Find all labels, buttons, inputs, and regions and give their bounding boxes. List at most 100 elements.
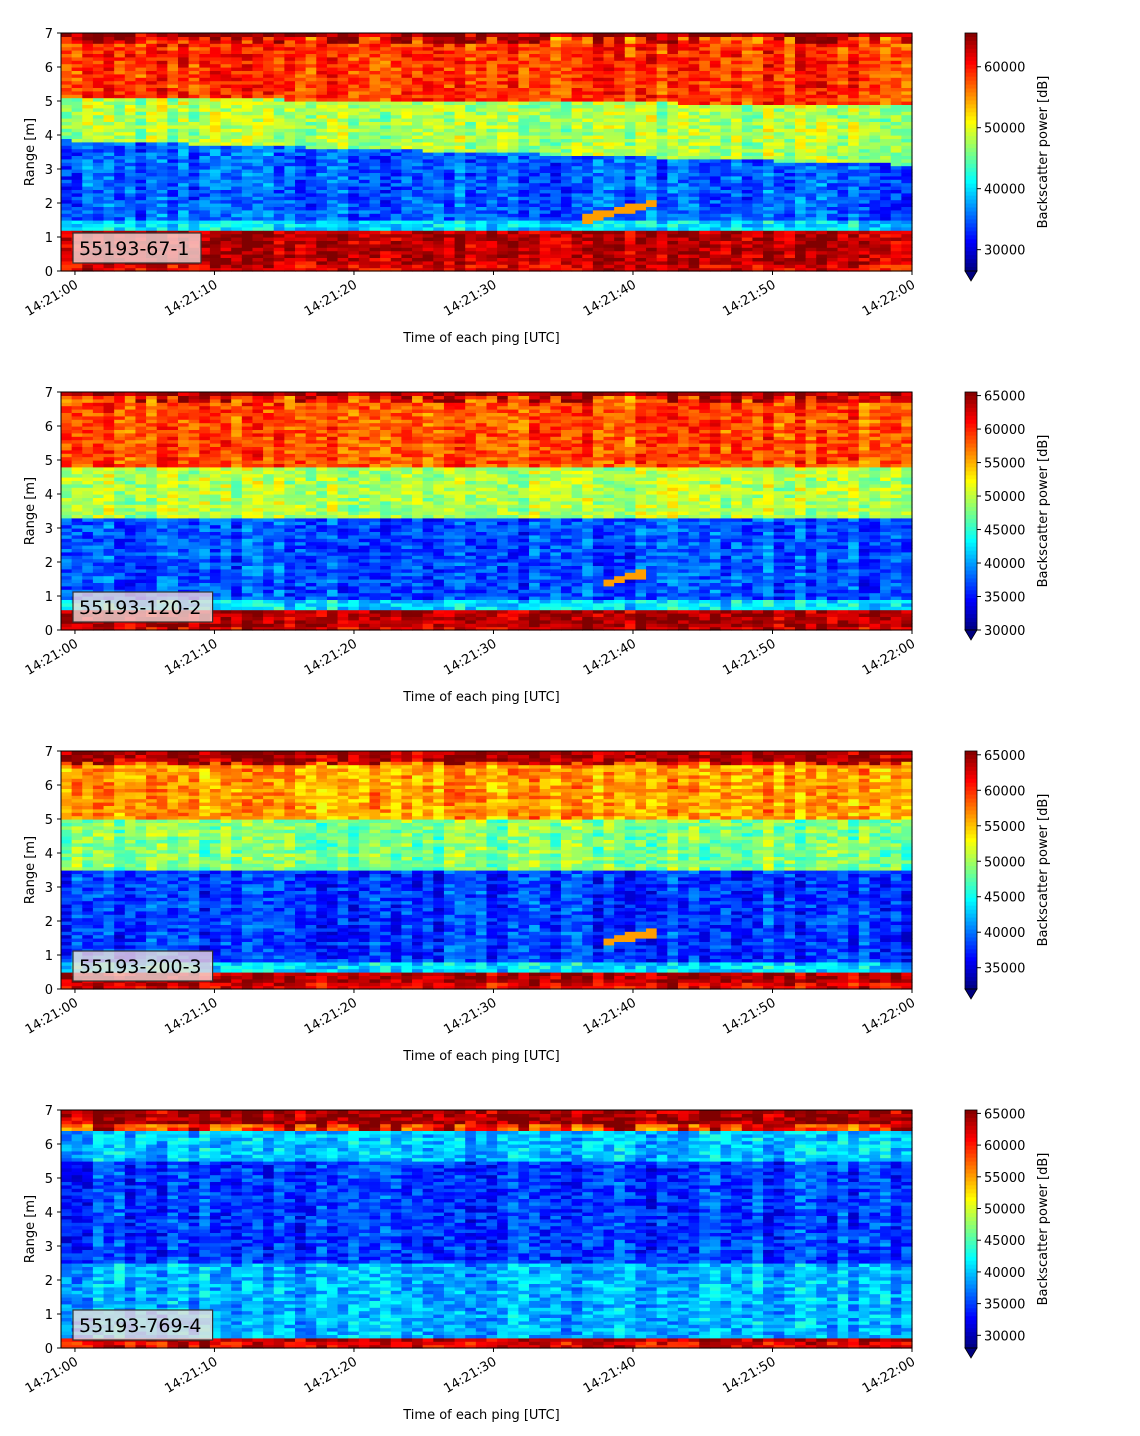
x-tick-label: 14:22:00 xyxy=(860,636,918,678)
colorbar-tick-label: 45000 xyxy=(984,891,1025,906)
colorbar-label: Backscatter power [dB] xyxy=(1036,76,1051,229)
tag-box xyxy=(72,1309,214,1341)
y-tick-label: 2 xyxy=(45,556,53,571)
x-tick-label: 14:21:40 xyxy=(581,995,639,1037)
tag-label: 55193-120-2 xyxy=(79,597,202,619)
y-tick-label: 0 xyxy=(45,265,53,280)
colorbar-label: Backscatter power [dB] xyxy=(1036,1153,1051,1306)
y-tick-label: 4 xyxy=(45,129,53,144)
y-tick-label: 7 xyxy=(45,386,53,401)
colorbar-tick-label: 55000 xyxy=(984,1171,1025,1186)
colorbar: 35000 40000 45000 50000 55000 60000 65000 Backs… xyxy=(964,749,1051,1000)
colorbar-frame xyxy=(964,1109,978,1349)
y-tick-label: 7 xyxy=(45,1104,53,1119)
colorbar-tick-label: 35000 xyxy=(984,962,1025,977)
y-tick-label: 6 xyxy=(45,779,53,794)
colorbar-tick-label: 60000 xyxy=(984,61,1025,76)
y-tick-label: 6 xyxy=(45,420,53,435)
colorbar-tick-label: 40000 xyxy=(984,557,1025,572)
x-tick-label: 14:21:30 xyxy=(441,1354,499,1396)
chart-panel-1: 0 1 2 3 4 5 6 7 14:21:00 14:21:10 14:21:20 14:21:30… xyxy=(23,27,1051,346)
x-tick-label: 14:22:00 xyxy=(860,995,918,1037)
colorbar-tick-label: 45000 xyxy=(984,524,1025,539)
plot-frame xyxy=(60,391,913,631)
y-tick-label: 3 xyxy=(45,1240,53,1255)
colorbar-frame xyxy=(964,750,978,990)
y-axis-label: Range [m] xyxy=(23,118,38,186)
x-tick-label: 14:21:10 xyxy=(162,636,220,678)
colorbar-tick-label: 30000 xyxy=(984,1329,1025,1344)
plot-frame xyxy=(60,1109,913,1349)
x-tick-label: 14:21:00 xyxy=(23,1354,81,1396)
colorbar: 30000 35000 40000 45000 50000 55000 60000 65000… xyxy=(964,1107,1051,1359)
y-tick-label: 1 xyxy=(45,1308,53,1323)
x-tick-label: 14:21:50 xyxy=(720,277,778,319)
x-tick-label: 14:21:40 xyxy=(581,636,639,678)
colorbar-tick-label: 45000 xyxy=(984,1234,1025,1249)
y-tick-label: 7 xyxy=(45,27,53,42)
y-tick-label: 2 xyxy=(45,915,53,930)
y-tick-label: 3 xyxy=(45,881,53,896)
tag-label: 55193-769-4 xyxy=(79,1315,202,1337)
plot-frame xyxy=(60,750,913,990)
y-tick-label: 2 xyxy=(45,197,53,212)
y-tick-label: 7 xyxy=(45,745,53,760)
y-tick-label: 4 xyxy=(45,1206,53,1221)
tag-label: 55193-200-3 xyxy=(79,956,202,978)
colorbar-extend-arrow xyxy=(964,1347,978,1359)
x-tick-label: 14:21:00 xyxy=(23,277,81,319)
tag-box xyxy=(72,591,214,623)
colorbar-frame xyxy=(964,32,978,272)
y-tick-label: 1 xyxy=(45,231,53,246)
heatmap-cells xyxy=(61,751,913,990)
x-tick-label: 14:21:10 xyxy=(162,277,220,319)
colorbar-tick-label: 55000 xyxy=(984,820,1025,835)
heatmap-cells xyxy=(61,1110,913,1349)
y-tick-label: 1 xyxy=(45,949,53,964)
x-tick-label: 14:21:20 xyxy=(302,995,360,1037)
tag-box xyxy=(72,950,214,982)
y-tick-label: 6 xyxy=(45,1138,53,1153)
x-tick-label: 14:21:50 xyxy=(720,636,778,678)
y-tick-label: 5 xyxy=(45,95,53,110)
x-tick-label: 14:21:50 xyxy=(720,995,778,1037)
colorbar-tick-label: 40000 xyxy=(984,183,1025,198)
x-tick-label: 14:22:00 xyxy=(860,1354,918,1396)
chart-panel-4: 0 1 2 3 4 5 6 7 14:21:00 14:21:10 14:21:20 14:21:30… xyxy=(23,1104,1051,1423)
colorbar-extend-arrow xyxy=(964,270,978,282)
x-tick-label: 14:21:20 xyxy=(302,1354,360,1396)
y-tick-label: 5 xyxy=(45,813,53,828)
x-tick-label: 14:21:00 xyxy=(23,995,81,1037)
y-tick-label: 4 xyxy=(45,847,53,862)
heatmap-cells xyxy=(61,392,913,631)
colorbar-label: Backscatter power [dB] xyxy=(1036,435,1051,588)
colorbar-tick-label: 50000 xyxy=(984,490,1025,505)
x-tick-label: 14:21:40 xyxy=(581,277,639,319)
chart-panel-3: 0 1 2 3 4 5 6 7 14:21:00 14:21:10 14:21:20 14:21:30… xyxy=(23,745,1051,1064)
colorbar-tick-label: 35000 xyxy=(984,1298,1025,1313)
colorbar-tick-label: 50000 xyxy=(984,1203,1025,1218)
x-tick-label: 14:21:20 xyxy=(302,277,360,319)
y-tick-label: 0 xyxy=(45,624,53,639)
series-tag: 55193-120-2 xyxy=(72,591,214,623)
y-tick-label: 0 xyxy=(45,1342,53,1357)
colorbar: 30000 35000 40000 45000 50000 55000 60000 65000… xyxy=(964,390,1051,641)
y-tick-label: 6 xyxy=(45,61,53,76)
y-tick-label: 5 xyxy=(45,454,53,469)
y-axis-label: Range [m] xyxy=(23,1195,38,1263)
colorbar-tick-label: 50000 xyxy=(984,122,1025,137)
x-axis-label: Time of each ping [UTC] xyxy=(402,1408,560,1423)
x-tick-label: 14:21:40 xyxy=(581,1354,639,1396)
series-tag: 55193-200-3 xyxy=(72,950,214,982)
colorbar-tick-label: 65000 xyxy=(984,749,1025,764)
colorbar-extend-arrow xyxy=(964,988,978,1000)
plot-frame xyxy=(60,32,913,272)
colorbar-tick-label: 55000 xyxy=(984,457,1025,472)
x-axis-label: Time of each ping [UTC] xyxy=(402,690,560,705)
y-tick-label: 2 xyxy=(45,1274,53,1289)
x-tick-label: 14:21:10 xyxy=(162,1354,220,1396)
x-tick-label: 14:21:10 xyxy=(162,995,220,1037)
y-tick-label: 3 xyxy=(45,163,53,178)
colorbar-tick-label: 30000 xyxy=(984,244,1025,259)
